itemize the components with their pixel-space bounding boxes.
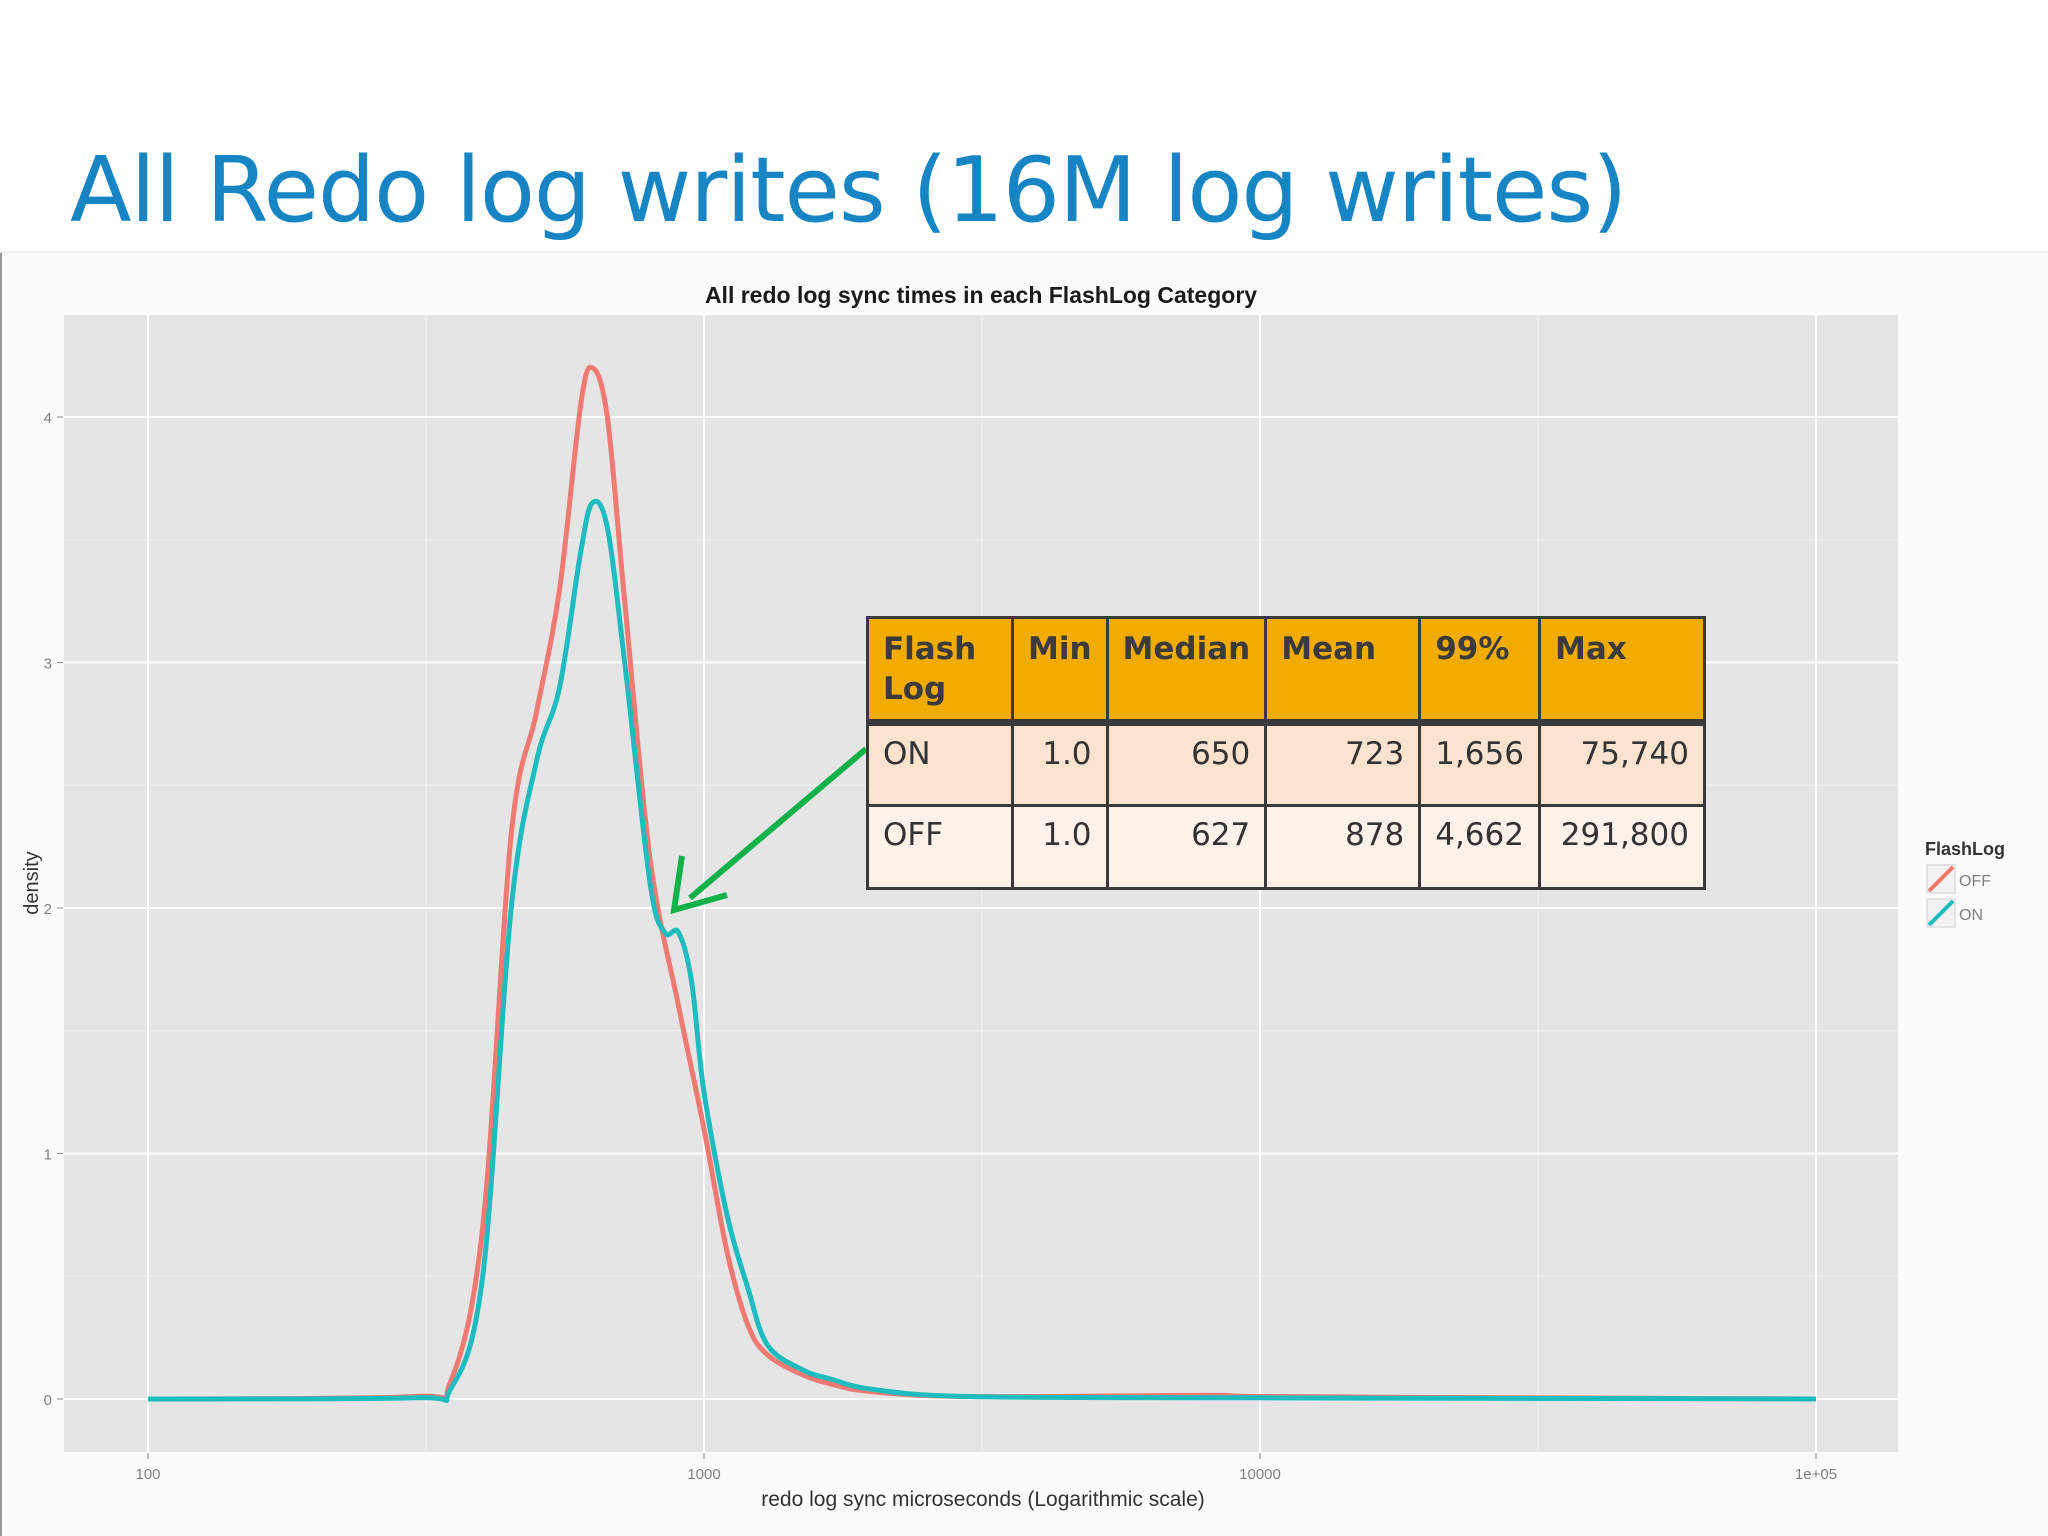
cell-mean: 878 <box>1264 804 1422 890</box>
cell-max: 75,740 <box>1537 721 1706 807</box>
x-tick-label: 1000 <box>687 1466 720 1483</box>
arrow-head <box>670 855 728 915</box>
legend-key-line <box>1927 865 1955 893</box>
y-tick-label: 0 <box>44 1392 52 1409</box>
stats-table: Flash Log Min Median Mean 99% Max ON 1.0… <box>866 616 1706 890</box>
series-line-on <box>147 498 1817 1404</box>
cell-median: 650 <box>1105 721 1268 807</box>
cell-mean: 723 <box>1264 721 1422 807</box>
x-tick-label: 10000 <box>1239 1466 1281 1483</box>
arrow-shaft <box>688 746 868 901</box>
header-flash-log: Flash Log <box>866 616 1014 724</box>
table-row: OFF 1.0 627 878 4,662 291,800 <box>866 804 1706 890</box>
cell-flashlog: OFF <box>866 804 1014 890</box>
y-axis-label: density <box>21 851 43 914</box>
legend: FlashLog OFF ON <box>1925 839 2005 928</box>
cell-median: 627 <box>1105 804 1268 890</box>
cell-min: 1.0 <box>1011 721 1109 807</box>
header-mean: Mean <box>1264 616 1422 724</box>
header-min: Min <box>1011 616 1109 724</box>
header-max: Max <box>1537 616 1706 724</box>
header-99pct: 99% <box>1418 616 1541 724</box>
cell-flashlog: ON <box>866 721 1014 807</box>
header-median: Median <box>1105 616 1268 724</box>
legend-items: OFF ON <box>1926 864 1991 928</box>
cell-min: 1.0 <box>1011 804 1109 890</box>
table-header-row: Flash Log Min Median Mean 99% Max <box>866 616 1706 724</box>
legend-title: FlashLog <box>1925 839 2005 859</box>
legend-key-line <box>1927 899 1955 927</box>
chart-title: All redo log sync times in each FlashLog… <box>705 282 1257 308</box>
axes: 0 1 2 3 4 100 1000 10000 1e+05 <box>44 410 1837 1483</box>
y-tick-label: 4 <box>44 410 52 427</box>
x-tick-label: 100 <box>135 1466 160 1483</box>
y-tick-label: 1 <box>44 1147 52 1164</box>
slide-title: All Redo log writes (16M log writes) <box>70 138 1627 243</box>
callout-arrow <box>670 746 868 915</box>
y-tick-label: 3 <box>44 656 52 673</box>
x-tick-label: 1e+05 <box>1795 1466 1837 1483</box>
x-axis-label: redo log sync microseconds (Logarithmic … <box>761 1488 1205 1511</box>
chart-left-edge <box>0 253 2 1536</box>
title-divider <box>0 251 2048 253</box>
legend-label: OFF <box>1959 873 1991 890</box>
density-chart: All redo log sync times in each FlashLog… <box>0 253 2048 1536</box>
cell-99pct: 1,656 <box>1418 721 1541 807</box>
cell-max: 291,800 <box>1537 804 1706 890</box>
series-lines <box>147 364 1817 1404</box>
cell-99pct: 4,662 <box>1418 804 1541 890</box>
table-row: ON 1.0 650 723 1,656 75,740 <box>866 721 1706 807</box>
legend-label: ON <box>1959 907 1983 924</box>
y-tick-label: 2 <box>44 901 52 918</box>
